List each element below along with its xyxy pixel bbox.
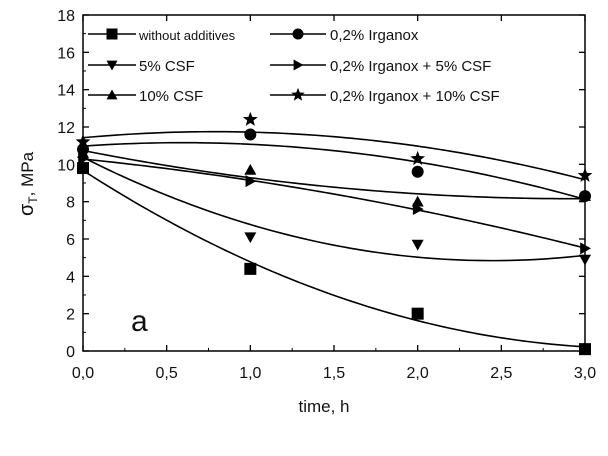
x-tick-label: 3,0 xyxy=(574,365,596,382)
y-axis-title: σT, MPa xyxy=(16,151,40,216)
data-point-0-2-irganox-10-csf xyxy=(410,150,426,166)
fit-curve-10-csf xyxy=(82,149,586,200)
y-axis-unit: , MPa xyxy=(18,151,37,196)
data-point-without-additives xyxy=(244,262,257,275)
axis-ticks: 0,0 0,5 1,0 1,5 2,0 2,5 3,0 0 2 4 6 8 10 12 14 16 18 xyxy=(57,8,596,382)
y-tick-label: 14 xyxy=(57,83,75,100)
data-point-5-csf xyxy=(411,239,424,251)
panel-label: a xyxy=(131,305,148,338)
x-tick-label: 1,0 xyxy=(239,365,261,382)
x-axis-title: time, h xyxy=(298,397,349,416)
y-tick-label: 0 xyxy=(66,344,75,361)
fit-curve-0-2-irganox xyxy=(82,141,586,201)
data-point-without-additives xyxy=(411,307,424,320)
y-tick-label: 18 xyxy=(57,8,75,25)
y-tick-label: 10 xyxy=(57,157,75,174)
fit-curve-0-2-irganox-5-csf xyxy=(82,158,586,249)
legend-marker-0-2-irganox xyxy=(292,28,304,40)
data-point-0-2-irganox xyxy=(411,165,424,178)
legend-label-without-additives: without additives xyxy=(138,28,236,43)
data-point-0-2-irganox-10-csf xyxy=(242,111,258,126)
y-axis-subscript: T xyxy=(26,196,40,204)
fit-curve-0-2-irganox-10-csf xyxy=(82,130,586,181)
y-tick-label: 2 xyxy=(66,307,75,324)
fit-curve-5-csf xyxy=(82,156,586,262)
legend-label-irganox: 0,2% Irganox xyxy=(330,27,419,44)
data-point-0-2-irganox-5-csf xyxy=(245,175,257,188)
data-point-10-csf xyxy=(244,163,257,175)
data-point-10-csf xyxy=(411,195,424,207)
fitted-curves xyxy=(82,130,586,348)
legend-label-irganox-5-csf: 0,2% Irganox + 5% CSF xyxy=(330,58,491,75)
x-tick-label: 0,5 xyxy=(156,365,178,382)
y-tick-label: 8 xyxy=(66,195,75,212)
legend-marker-5-csf xyxy=(106,60,118,71)
y-tick-label: 12 xyxy=(57,120,75,137)
x-tick-label: 2,0 xyxy=(407,365,429,382)
data-point-5-csf xyxy=(244,232,257,244)
legend-label-5-csf: 5% CSF xyxy=(139,58,195,75)
fit-curve-without-additives xyxy=(82,169,586,348)
x-tick-label: 2,5 xyxy=(490,365,512,382)
data-markers xyxy=(75,111,593,356)
legend-label-irganox-10-csf: 0,2% Irganox + 10% CSF xyxy=(330,88,500,105)
data-point-0-2-irganox xyxy=(244,128,257,141)
x-tick-label: 1,5 xyxy=(323,365,345,382)
y-tick-label: 4 xyxy=(66,269,75,286)
legend-marker-0-2-irganox-5-csf xyxy=(293,59,304,71)
y-tick-label: 6 xyxy=(66,232,75,249)
legend-marker-0-2-irganox-10-csf xyxy=(291,87,305,101)
legend: without additives 0,2% Irganox 5% CSF 0,… xyxy=(88,27,500,105)
legend-marker-10-csf xyxy=(106,89,118,100)
y-tick-label: 16 xyxy=(57,45,75,62)
x-tick-label: 0,0 xyxy=(72,365,94,382)
legend-label-10-csf: 10% CSF xyxy=(139,88,203,105)
y-axis-symbol: σ xyxy=(16,203,38,216)
legend-marker-without-additives xyxy=(106,28,118,40)
